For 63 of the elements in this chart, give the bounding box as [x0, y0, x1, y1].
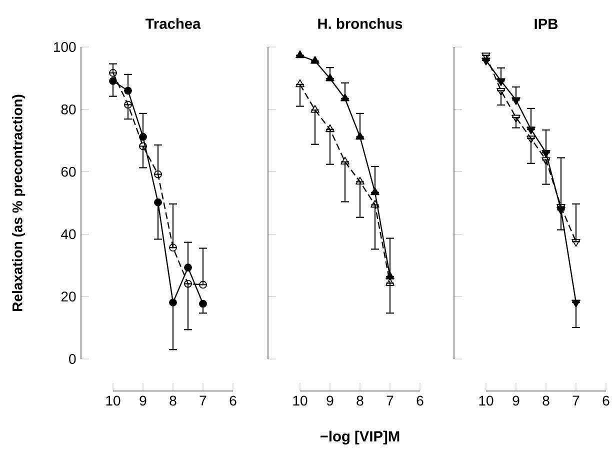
point [310, 56, 320, 64]
point [169, 244, 177, 252]
point [512, 114, 520, 123]
point [296, 50, 304, 58]
y-tick-label: 0 [69, 354, 76, 364]
x-tick-label: 8 [170, 396, 176, 406]
x-tick-label: 7 [572, 396, 580, 406]
point [139, 142, 147, 150]
point [542, 157, 550, 165]
point [340, 156, 350, 165]
point [139, 132, 147, 141]
y-tick-label: 100 [54, 42, 76, 52]
point [572, 300, 580, 308]
y-axis-title: Relaxation (as % precontraction) [12, 94, 26, 311]
point [572, 238, 580, 247]
point [526, 136, 536, 144]
point [109, 77, 117, 85]
x-tick-label: 7 [386, 396, 394, 406]
point [184, 264, 192, 272]
point [370, 200, 380, 208]
x-tick-label: 6 [602, 396, 610, 406]
point [326, 74, 334, 82]
point [356, 132, 364, 140]
x-tick-label: 9 [326, 396, 334, 406]
point [296, 79, 304, 88]
point [154, 170, 162, 178]
point [386, 272, 394, 280]
point [512, 97, 520, 106]
x-axis-title: −log [VIP]M [320, 430, 400, 445]
x-tick-label: 7 [200, 396, 206, 406]
point [124, 86, 132, 95]
point [340, 93, 350, 102]
x-tick-label: 8 [542, 396, 550, 406]
point [370, 187, 380, 196]
point [542, 150, 550, 158]
x-tick-label: 10 [106, 396, 120, 406]
point [199, 300, 207, 308]
x-tick-label: 10 [293, 396, 308, 406]
point [496, 88, 506, 96]
point [199, 280, 207, 289]
y-tick-label: 40 [61, 229, 76, 240]
x-tick-label: 6 [416, 396, 424, 406]
x-tick-label: 10 [479, 396, 494, 406]
y-tick-label: 60 [61, 166, 76, 177]
chart-title: IPB [534, 18, 558, 29]
point [169, 298, 177, 306]
point [326, 124, 334, 132]
chart-title: Trachea [145, 18, 201, 29]
point [310, 105, 320, 113]
point [356, 176, 364, 185]
x-tick-label: 6 [230, 396, 236, 406]
point [496, 78, 506, 86]
x-tick-label: 8 [356, 396, 364, 406]
point [184, 280, 192, 288]
point [526, 126, 536, 134]
chart-title: H. bronchus [318, 18, 402, 29]
y-tick-label: 80 [61, 104, 76, 114]
x-tick-label: 9 [140, 396, 146, 406]
point [154, 198, 162, 206]
y-tick-label: 20 [61, 292, 76, 302]
x-tick-label: 9 [512, 396, 520, 406]
point [109, 68, 117, 77]
point [124, 100, 132, 109]
